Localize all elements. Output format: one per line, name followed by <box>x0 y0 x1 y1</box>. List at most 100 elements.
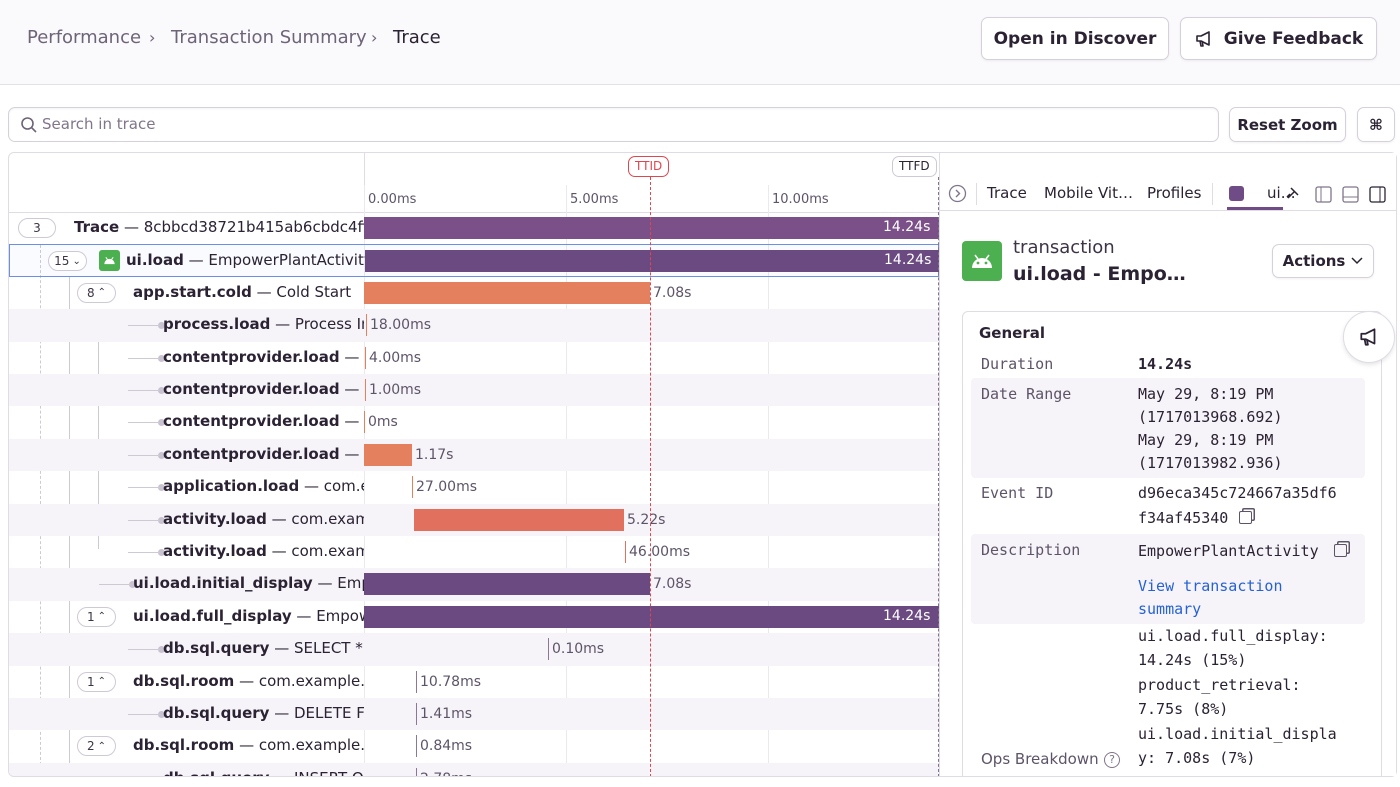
child-count-value: 15 <box>54 254 69 268</box>
separator: — <box>340 380 364 398</box>
actions-label: Actions <box>1283 252 1346 270</box>
trace-row[interactable]: db.sql.query — DELETE FR1.41ms <box>9 698 939 730</box>
child-count[interactable]: 2⌃ <box>77 736 116 756</box>
span-bar <box>416 703 417 725</box>
span-op: db.sql.room <box>133 736 234 754</box>
trace-row[interactable]: 1⌃ui.load.full_display — Empowe14.24s <box>9 601 939 633</box>
row-title: ui.load.full_display — Empowe <box>133 607 364 625</box>
breadcrumb[interactable]: Performance <box>27 27 141 48</box>
span-duration: 1.00ms <box>369 382 421 398</box>
span-duration: 1.41ms <box>420 706 472 722</box>
field-value: 7.75s (8%) <box>1138 700 1228 718</box>
field-value: ui.load.initial_displa <box>1138 725 1337 743</box>
tab[interactable]: Trace <box>987 184 1027 202</box>
tab[interactable]: Mobile Vit… <box>1044 184 1133 202</box>
actions-button[interactable]: Actions <box>1272 244 1374 278</box>
span-description: com.ex <box>324 477 364 495</box>
search-box[interactable]: Search in trace <box>8 107 1219 142</box>
separator: — <box>269 639 294 657</box>
field-value: 14.24s <box>1138 355 1192 373</box>
tab[interactable]: Profiles <box>1147 184 1201 202</box>
trace-row[interactable]: contentprovider.load — ar0ms <box>9 406 939 438</box>
row-title: db.sql.query — SELECT * F <box>163 639 364 657</box>
trace-row[interactable]: process.load — Process In18.00ms <box>9 309 939 341</box>
trace-row[interactable]: db.sql.query — INSERT OR2.78ms <box>9 763 939 777</box>
child-count[interactable]: 3 <box>18 218 56 238</box>
trace-row[interactable]: application.load — com.ex27.00ms <box>9 471 939 503</box>
separator: — <box>119 218 144 236</box>
copy-icon[interactable] <box>1334 544 1347 557</box>
layout-icons[interactable] <box>1284 184 1394 204</box>
row-title: contentprovider.load — io <box>163 348 364 366</box>
span-bar <box>412 476 413 498</box>
child-count[interactable]: 15⌄ <box>48 251 87 271</box>
span-op: activity.load <box>163 510 267 528</box>
span-duration: 10.78ms <box>420 674 481 690</box>
separator: — <box>269 769 294 777</box>
chevron: ⌃ <box>98 287 106 298</box>
field-label: Description <box>981 541 1080 559</box>
tree-branch <box>128 422 160 423</box>
child-count[interactable]: 1⌃ <box>77 672 116 692</box>
span-duration: 5.22s <box>627 512 665 528</box>
span-description: com.examp <box>291 510 364 528</box>
section-title: General <box>979 324 1045 342</box>
span-description: Cold Start <box>276 283 351 301</box>
collapse-button[interactable] <box>948 184 967 203</box>
trace-row[interactable]: activity.load — com.examp46.00ms <box>9 536 939 568</box>
span-duration: 4.00ms <box>369 350 421 366</box>
child-count[interactable]: 1⌃ <box>77 607 116 627</box>
span-duration: 7.08s <box>653 285 691 301</box>
span-description: DELETE FR <box>294 704 364 722</box>
timeline-tick-label: 5.00ms <box>570 192 618 207</box>
shortcut-button[interactable]: ⌘ <box>1357 107 1395 142</box>
tree-branch <box>128 390 160 391</box>
reset-zoom-button[interactable]: Reset Zoom <box>1229 107 1346 142</box>
megaphone-icon <box>1194 29 1214 49</box>
span-op: contentprovider.load <box>163 412 340 430</box>
trace-row[interactable]: 8⌃app.start.cold — Cold Start7.08s <box>9 277 939 309</box>
trace-row[interactable]: activity.load — com.examp5.22s <box>9 504 939 536</box>
span-description: INSERT OR <box>294 769 364 777</box>
trace-row[interactable]: contentprovider.load — io 4.00ms <box>9 342 939 374</box>
field-value: May 29, 8:19 PM <box>1138 431 1273 449</box>
tab-color-swatch <box>1229 186 1244 201</box>
row-title: ui.load — EmpowerPlantActivity <box>126 251 365 269</box>
tab[interactable]: ui… <box>1267 184 1296 202</box>
span-duration: 0ms <box>368 414 398 430</box>
row-title: process.load — Process In <box>163 315 364 333</box>
timeline-marker: TTID <box>628 156 669 177</box>
open-in-discover-button[interactable]: Open in Discover <box>981 17 1169 60</box>
android-icon <box>962 241 1002 281</box>
field-link[interactable]: View transaction <box>1138 577 1283 595</box>
trace-row[interactable]: 3Trace — 8cbbcd38721b415ab6cbdc4ff14.24s <box>9 212 939 244</box>
span-op: ui.load.full_display <box>133 607 292 625</box>
trace-row[interactable]: 1⌃ db.sql.room — com.example.v 10.78ms <box>9 666 939 698</box>
feedback-fab[interactable] <box>1343 311 1395 363</box>
give-feedback-button[interactable]: Give Feedback <box>1180 17 1377 60</box>
separator: — <box>340 348 364 366</box>
span-duration: 46.00ms <box>629 544 690 560</box>
trace-row[interactable]: contentprovider.load — co1.17s <box>9 439 939 471</box>
trace-row[interactable]: ui.load.initial_display — Empo7.08s <box>9 568 939 600</box>
span-duration: 14.24s <box>883 219 930 235</box>
copy-icon[interactable] <box>1239 511 1252 524</box>
field-label: Date Range <box>981 385 1071 403</box>
child-count[interactable]: 8⌃ <box>77 283 116 303</box>
breadcrumb: Trace <box>393 27 441 48</box>
row-title: db.sql.room — com.example.v <box>133 672 364 690</box>
span-op: contentprovider.load <box>163 348 340 366</box>
trace-row[interactable]: contentprovider.load — io1.00ms <box>9 374 939 406</box>
trace-row[interactable]: 15⌄ui.load — EmpowerPlantActivity14.24s <box>9 244 939 276</box>
span-description: com.example.v <box>259 672 364 690</box>
span-op: contentprovider.load <box>163 380 340 398</box>
child-count-value: 2 <box>87 739 95 753</box>
breadcrumb[interactable]: Transaction Summary <box>171 27 367 48</box>
field-link[interactable]: summary <box>1138 600 1201 618</box>
trace-row[interactable]: db.sql.query — SELECT * F0.10ms <box>9 633 939 665</box>
trace-row[interactable]: 2⌃db.sql.room — com.example.v0.84ms <box>9 730 939 762</box>
separator: — <box>267 542 292 560</box>
tree-branch <box>128 552 160 553</box>
